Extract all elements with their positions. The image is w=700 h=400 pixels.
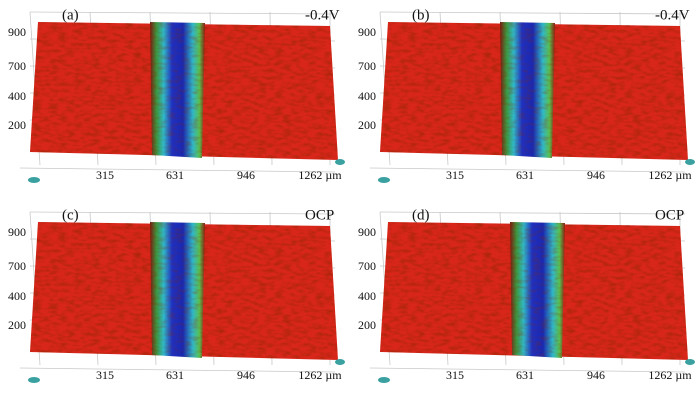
y-axis-label: 900 [8, 225, 26, 239]
x-axis-label: 946 [587, 368, 605, 382]
x-axis-label: 631 [516, 368, 534, 382]
axis-icon [28, 177, 40, 183]
panel: (b) -0.4V 900 700 400 200 315 631 946 1262 µm [358, 7, 695, 183]
x-axis-label: 315 [446, 368, 464, 382]
x-axis-label: 315 [96, 368, 114, 382]
panel-label: (a) [62, 7, 79, 23]
panel: (a) -0.4V 900 700 400 200 315 631 946 1262 µm [8, 7, 345, 183]
x-axis-label: 1262 µm [648, 168, 692, 182]
y-axis-label: 900 [8, 25, 26, 39]
trench-texture [500, 22, 555, 158]
grid-line [369, 367, 686, 373]
x-axis-label: 631 [516, 168, 534, 182]
y-axis-label: 700 [8, 259, 26, 273]
panel-label: (d) [412, 207, 430, 223]
trench-texture [510, 222, 565, 358]
x-axis-label: 946 [237, 168, 255, 182]
y-axis-label: 400 [358, 89, 376, 103]
condition-label: -0.4V [655, 7, 690, 23]
x-axis-label: 1262 µm [298, 168, 342, 182]
panel: (d) OCP 900 700 400 200 315 631 946 1262 µm [358, 207, 695, 383]
x-axis-label: 946 [237, 368, 255, 382]
y-axis-label: 700 [358, 259, 376, 273]
grid-line [19, 367, 336, 373]
panel: (c) OCP 900 700 400 200 315 631 946 1262 µm [8, 207, 345, 383]
grid-line [29, 211, 336, 215]
condition-label: -0.4V [305, 7, 340, 23]
axis-icon [335, 159, 345, 165]
x-axis-label: 1262 µm [648, 368, 692, 382]
y-axis-label: 400 [8, 89, 26, 103]
x-axis-label: 315 [446, 168, 464, 182]
y-axis-label: 200 [358, 318, 376, 332]
x-axis-label: 631 [166, 368, 184, 382]
trench-texture [150, 222, 205, 358]
grid-line [369, 167, 686, 173]
y-axis-label: 200 [8, 318, 26, 332]
y-axis-label: 400 [8, 289, 26, 303]
x-axis-label: 946 [587, 168, 605, 182]
grid-line [379, 211, 686, 215]
axis-icon [335, 359, 345, 365]
y-axis-label: 900 [358, 225, 376, 239]
condition-label: OCP [305, 207, 334, 223]
panel-label: (c) [62, 207, 79, 223]
trench-texture [150, 22, 205, 158]
x-axis-label: 631 [166, 168, 184, 182]
y-axis-label: 900 [358, 25, 376, 39]
y-axis-label: 200 [358, 118, 376, 132]
panel-label: (b) [412, 7, 430, 23]
grid-line [29, 11, 336, 15]
y-axis-label: 400 [358, 289, 376, 303]
x-axis-label: 315 [96, 168, 114, 182]
axis-icon [378, 177, 390, 183]
condition-label: OCP [655, 207, 684, 223]
y-axis-label: 700 [8, 59, 26, 73]
x-axis-label: 1262 µm [298, 368, 342, 382]
axis-icon [685, 159, 695, 165]
grid-line [379, 11, 686, 15]
axis-icon [28, 377, 40, 383]
axis-icon [378, 377, 390, 383]
axis-icon [685, 359, 695, 365]
y-axis-label: 700 [358, 59, 376, 73]
grid-line [19, 167, 336, 173]
y-axis-label: 200 [8, 118, 26, 132]
